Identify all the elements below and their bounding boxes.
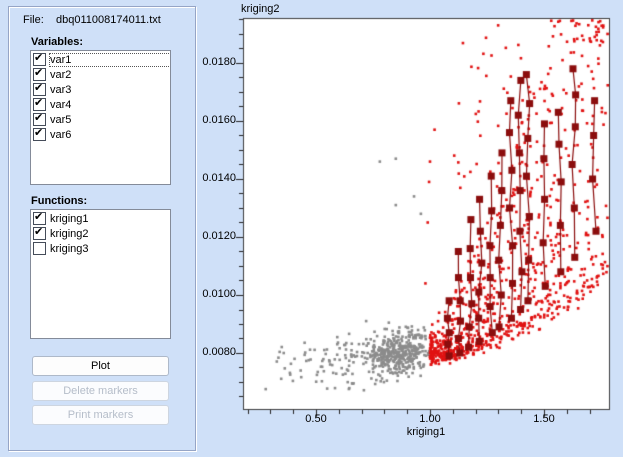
variable-item-label: var4 xyxy=(50,98,72,111)
variable-item-label: var5 xyxy=(50,113,72,126)
unchecked-checkbox[interactable] xyxy=(33,242,46,255)
checked-checkbox[interactable] xyxy=(33,67,46,81)
variable-item-var2[interactable]: var2 xyxy=(31,67,170,82)
variables-listbox[interactable]: var1var2 var3 var4 var5 var6 xyxy=(30,50,171,185)
variable-item-label: var2 xyxy=(50,68,72,81)
variable-item-var4[interactable]: var4 xyxy=(31,97,170,112)
file-label: File: xyxy=(23,14,44,26)
file-name: dbq011008174011.txt xyxy=(56,14,161,26)
function-item-label: kriging1 xyxy=(50,212,89,225)
checked-checkbox[interactable] xyxy=(33,97,46,111)
scatter-plot-canvas[interactable] xyxy=(198,0,623,457)
functions-label: Functions: xyxy=(31,195,88,207)
functions-listbox[interactable]: kriging1 kriging2 kriging3 xyxy=(30,209,171,339)
variable-item-var5[interactable]: var5 xyxy=(31,112,170,127)
control-panel: File: dbq011008174011.txt Variables: var… xyxy=(8,6,196,451)
delete-markers-button[interactable]: Delete markers xyxy=(32,381,169,401)
checked-checkbox[interactable] xyxy=(33,52,46,66)
variable-item-label: var6 xyxy=(50,128,72,141)
file-row: File: dbq011008174011.txt xyxy=(23,14,161,26)
function-item-label: kriging2 xyxy=(50,227,89,240)
checked-checkbox[interactable] xyxy=(33,127,46,141)
function-item-kriging1[interactable]: kriging1 xyxy=(31,211,170,226)
variable-item-label: var1 xyxy=(49,52,170,67)
print-markers-button[interactable]: Print markers xyxy=(32,405,169,425)
variable-item-var6[interactable]: var6 xyxy=(31,127,170,142)
variable-item-label: var3 xyxy=(50,83,72,96)
checked-checkbox[interactable] xyxy=(33,82,46,96)
checked-checkbox[interactable] xyxy=(33,112,46,126)
variable-item-var3[interactable]: var3 xyxy=(31,82,170,97)
checked-checkbox[interactable] xyxy=(33,211,46,225)
checked-checkbox[interactable] xyxy=(33,226,46,240)
variable-item-var1[interactable]: var1 xyxy=(31,52,170,67)
plot-button[interactable]: Plot xyxy=(32,356,169,376)
function-item-kriging2[interactable]: kriging2 xyxy=(31,226,170,241)
variables-label: Variables: xyxy=(31,36,83,48)
function-item-label: kriging3 xyxy=(50,242,89,255)
function-item-kriging3[interactable]: kriging3 xyxy=(31,241,170,256)
